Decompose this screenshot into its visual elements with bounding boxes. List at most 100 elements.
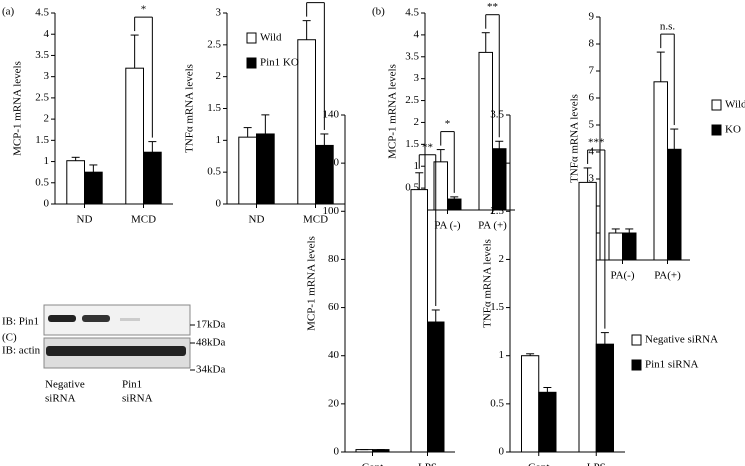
significance: ** <box>422 141 433 153</box>
y-tick-label: 2.5 <box>405 94 419 106</box>
blot-band <box>82 315 110 322</box>
y-tick-label: 1.5 <box>405 138 419 150</box>
y-tick-label: 3 <box>589 173 595 185</box>
y-axis-label: MCP-1 mRNA levels <box>12 61 24 156</box>
y-tick-label: 5 <box>589 119 595 131</box>
y-tick-label: 3.5 <box>35 49 49 61</box>
y-tick-label: 7 <box>589 65 595 77</box>
y-tick-label: 4 <box>589 146 595 158</box>
bar <box>622 232 637 261</box>
legend-label: Wild <box>260 32 282 44</box>
bar <box>427 321 445 453</box>
y-tick-label: 1 <box>414 160 420 172</box>
blot-marker: 34kDa <box>196 364 225 376</box>
significance: * <box>445 118 451 130</box>
significance: n.s. <box>660 21 676 33</box>
bar <box>125 67 145 205</box>
lane-label: Pin1 <box>122 379 142 391</box>
significance: ** <box>310 0 321 1</box>
blot-band <box>46 346 186 356</box>
y-tick-label: 140 <box>323 109 340 121</box>
y-tick-label: 3.5 <box>490 109 504 121</box>
significance: ** <box>487 1 498 13</box>
bar <box>478 51 493 211</box>
y-tick-label: 1 <box>499 349 505 361</box>
x-tick-label: ND <box>249 214 265 226</box>
blot-marker: 48kDa <box>196 337 225 349</box>
y-tick-label: 1.5 <box>207 102 221 114</box>
panel-label: (a) <box>2 6 15 18</box>
x-tick-label: PA(+) <box>654 270 681 282</box>
y-tick-label: 4.5 <box>405 7 419 19</box>
y-tick-label: 2 <box>499 253 505 265</box>
legend-label: KO <box>725 124 741 136</box>
bar <box>653 81 668 261</box>
legend-label: Pin1 siRNA <box>645 359 699 371</box>
y-tick-label: 0 <box>334 446 340 458</box>
y-tick-label: 40 <box>328 349 340 361</box>
blot-row-label: IB: Pin1 <box>2 316 39 328</box>
x-tick-label: MCD <box>303 214 328 226</box>
bar <box>297 39 316 205</box>
bar <box>595 343 614 453</box>
y-tick-label: 0.5 <box>35 176 49 188</box>
y-axis-label: MCP-1 mRNA levels <box>387 64 399 159</box>
y-tick-label: 4 <box>414 28 420 40</box>
y-tick-label: 60 <box>328 301 340 313</box>
panel-label: (b) <box>372 6 385 18</box>
bar <box>315 144 334 205</box>
y-tick-label: 3 <box>499 157 505 169</box>
y-tick-label: 1.5 <box>35 134 49 146</box>
legend-swatch <box>246 32 257 44</box>
y-tick-label: 4 <box>44 28 50 40</box>
x-tick-label: MCD <box>131 214 156 226</box>
bar <box>84 171 103 205</box>
bar <box>447 198 462 211</box>
y-tick-label: 0 <box>499 446 505 458</box>
x-tick-label: LPS <box>587 462 606 466</box>
bar <box>538 391 557 453</box>
significance: * <box>141 4 147 16</box>
bar <box>667 148 682 261</box>
lane-label: Negative <box>45 379 85 391</box>
legend-swatch <box>711 124 722 136</box>
x-tick-label: LPS <box>418 462 437 466</box>
bar <box>66 160 86 205</box>
bar <box>410 189 428 453</box>
bar <box>143 151 162 205</box>
y-tick-label: 3 <box>44 70 50 82</box>
legend-swatch <box>631 359 642 371</box>
y-tick-label: 1 <box>44 155 50 167</box>
y-tick-label: 0 <box>216 198 222 210</box>
bar <box>608 232 623 261</box>
lane-label: siRNA <box>45 393 76 405</box>
y-tick-label: 1 <box>216 134 222 146</box>
y-tick-label: 80 <box>328 253 340 265</box>
y-tick-label: 2.5 <box>35 91 49 103</box>
y-tick-label: 1.5 <box>490 301 504 313</box>
y-tick-label: 0.5 <box>490 397 504 409</box>
y-tick-label: 0.5 <box>207 166 221 178</box>
y-axis-label: TNFα mRNA levels <box>184 64 196 153</box>
x-tick-label: PA(-) <box>610 270 634 282</box>
x-tick-label: PA (-) <box>434 220 461 232</box>
y-tick-label: 2 <box>414 116 420 128</box>
blot-marker: 17kDa <box>196 319 225 331</box>
y-tick-label: 3.5 <box>405 50 419 62</box>
y-tick-label: 100 <box>323 205 340 217</box>
legend-swatch <box>711 99 722 111</box>
y-tick-label: 8 <box>589 38 595 50</box>
bar <box>238 136 258 205</box>
lane-label: siRNA <box>122 393 153 405</box>
legend-swatch <box>631 334 642 346</box>
y-tick-label: 2 <box>216 70 222 82</box>
x-tick-label: ND <box>77 214 93 226</box>
y-tick-label: 3 <box>216 7 222 19</box>
bar <box>578 181 597 453</box>
y-axis-label: TNFα mRNA levels <box>482 239 494 328</box>
y-tick-label: 3 <box>414 72 420 84</box>
y-tick-label: 4.5 <box>35 7 49 19</box>
x-tick-label: Cont <box>528 462 549 466</box>
